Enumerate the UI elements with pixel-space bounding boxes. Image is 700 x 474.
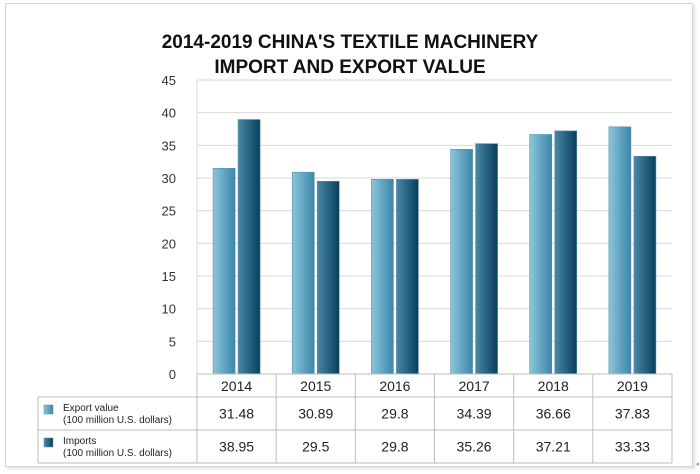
y-tick-label: 45 bbox=[162, 73, 176, 88]
data-label: 29.8 bbox=[381, 439, 408, 455]
legend-swatch-export bbox=[43, 404, 54, 415]
data-label: 29.8 bbox=[381, 406, 408, 422]
data-label: 37.21 bbox=[536, 439, 571, 455]
bar-export-2016 bbox=[371, 179, 394, 375]
y-tick-label: 35 bbox=[162, 138, 176, 153]
legend-series-unit: (100 million U.S. dollars) bbox=[63, 448, 172, 459]
chart-title-line-2: IMPORT AND EXPORT VALUE bbox=[214, 57, 485, 78]
category-label: 2019 bbox=[617, 378, 648, 394]
bar-export-2014 bbox=[212, 168, 236, 375]
data-label: 31.48 bbox=[219, 406, 254, 422]
chart-title-line-1: 2014-2019 CHINA'S TEXTILE MACHINERY bbox=[162, 32, 539, 53]
legend-swatch-import bbox=[43, 437, 54, 448]
category-label: 2018 bbox=[538, 378, 569, 394]
data-label: 34.39 bbox=[457, 406, 492, 422]
category-label: 2016 bbox=[379, 378, 410, 394]
bar-import-2016 bbox=[396, 179, 419, 375]
legend-series-name: Export value bbox=[63, 403, 119, 414]
data-label: 33.33 bbox=[615, 439, 650, 455]
category-label: 2014 bbox=[221, 378, 252, 394]
category-label: 2015 bbox=[300, 378, 331, 394]
bar-import-2014 bbox=[237, 119, 261, 375]
category-label: 2017 bbox=[459, 378, 490, 394]
bars bbox=[212, 119, 657, 375]
gridlines bbox=[196, 79, 672, 375]
y-axis-ticks: 0 5 10 15 20 25 30 35 40 45 bbox=[162, 73, 176, 382]
data-label: 37.83 bbox=[615, 406, 650, 422]
bar-import-2018 bbox=[554, 130, 578, 375]
y-tick-label: 25 bbox=[162, 204, 176, 219]
data-label: 30.89 bbox=[298, 406, 333, 422]
legend-series-name: Imports bbox=[63, 436, 96, 447]
y-tick-label: 10 bbox=[162, 302, 176, 317]
y-tick-label: 15 bbox=[162, 269, 176, 284]
legend-series-unit: (100 million U.S. dollars) bbox=[63, 415, 172, 426]
bar-export-2019 bbox=[608, 126, 632, 375]
bar-import-2017 bbox=[475, 143, 498, 375]
bar-export-2017 bbox=[450, 149, 473, 375]
corner-arrow-icon: ◂ bbox=[695, 460, 699, 468]
bar-export-2015 bbox=[291, 171, 315, 375]
data-label: 35.26 bbox=[457, 439, 492, 455]
y-tick-label: 40 bbox=[162, 106, 176, 121]
y-tick-label: 30 bbox=[162, 171, 176, 186]
data-label: 38.95 bbox=[219, 439, 254, 455]
data-label: 36.66 bbox=[536, 406, 571, 422]
data-label: 29.5 bbox=[302, 439, 329, 455]
bar-export-2018 bbox=[529, 134, 553, 375]
bar-import-2015 bbox=[316, 180, 340, 375]
bar-import-2019 bbox=[633, 155, 657, 375]
y-tick-label: 5 bbox=[169, 334, 176, 349]
y-tick-label: 20 bbox=[162, 236, 176, 251]
y-tick-label: 0 bbox=[169, 367, 176, 382]
